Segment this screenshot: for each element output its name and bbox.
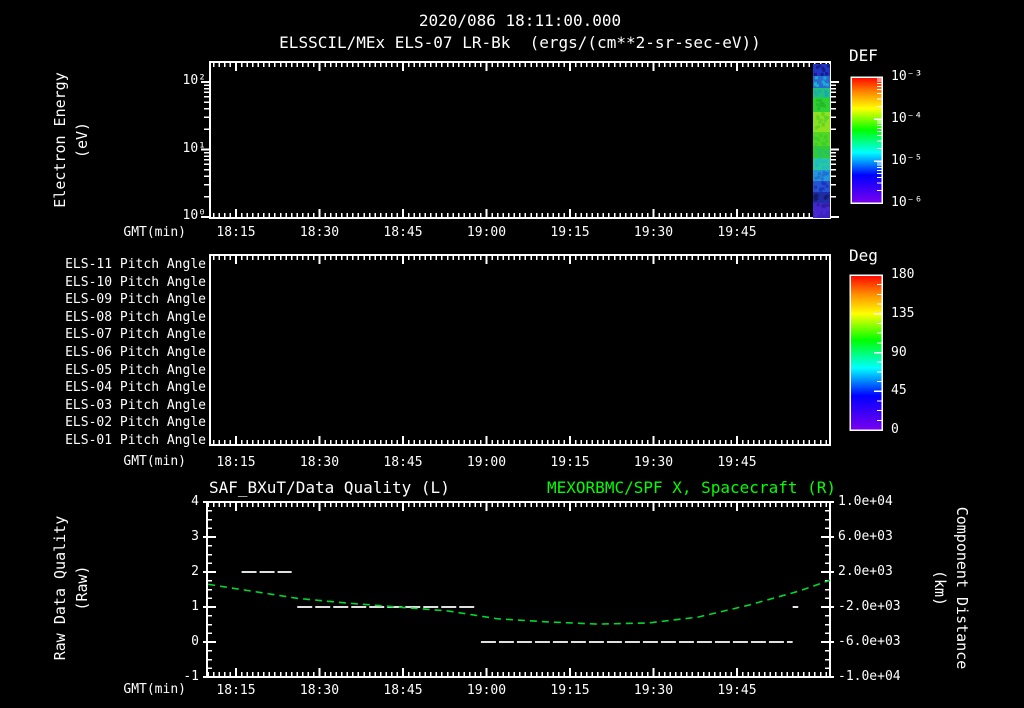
x-tick-label: 19:15 xyxy=(550,682,590,698)
deg-scale-label: 45 xyxy=(891,383,907,399)
p3-right-tick-label: -2.0e+03 xyxy=(838,599,901,614)
els-row-label: ELS-09 Pitch Angle xyxy=(65,292,206,308)
p1-y-tick-label: 10¹ xyxy=(182,140,206,156)
panel3-right-y-axis-label: Component Distance (km) xyxy=(929,507,973,670)
def-scale-label: 10⁻⁵ xyxy=(891,153,923,168)
p3-left-tick-label: 0 xyxy=(191,634,199,649)
els-row-label: ELS-08 Pitch Angle xyxy=(65,309,206,325)
deg-scale-label: 0 xyxy=(891,422,899,437)
panel1-x-axis-label: GMT(min) xyxy=(123,225,186,240)
p1-y-tick-label: 10² xyxy=(182,73,206,88)
x-tick-label: 18:45 xyxy=(383,454,423,470)
els-row-label: ELS-01 Pitch Angle xyxy=(65,433,206,448)
panel3-x-axis-label: GMT(min) xyxy=(123,682,186,697)
x-tick-label: 19:15 xyxy=(550,454,590,470)
p3-right-tick-label: 2.0e+03 xyxy=(838,564,893,579)
x-tick-label: 18:15 xyxy=(216,454,256,470)
els-row-label: ELS-04 Pitch Angle xyxy=(65,380,206,396)
x-tick-label: 18:45 xyxy=(383,682,423,698)
x-tick-label: 18:30 xyxy=(299,454,340,470)
spectrogram-strip xyxy=(813,64,830,218)
x-tick-label: 19:00 xyxy=(466,454,507,470)
plot-main-title: ELSSCIL/MEx ELS-07 LR-Bk (ergs/(cm**2-sr… xyxy=(279,33,761,52)
p3-left-tick-label: 3 xyxy=(191,529,199,544)
x-tick-label: 19:45 xyxy=(717,682,757,698)
x-tick-label: 19:15 xyxy=(550,225,590,240)
spacecraft-x-curve xyxy=(208,579,831,625)
deg-scale-label: 90 xyxy=(891,344,907,360)
deg-scale-label: 135 xyxy=(891,305,915,321)
x-tick-label: 19:00 xyxy=(466,225,507,240)
x-tick-label: 18:15 xyxy=(216,682,256,698)
p3-right-tick-label: -1.0e+04 xyxy=(838,669,901,684)
colorbar-def xyxy=(850,76,883,204)
def-scale-label: 10⁻⁶ xyxy=(891,195,923,210)
x-tick-label: 19:30 xyxy=(633,454,674,470)
plot-datetime-title: 2020/086 18:11:00.000 xyxy=(418,11,622,30)
p3-left-tick-label: 4 xyxy=(191,494,199,509)
x-tick-label: 19:30 xyxy=(633,225,674,240)
els-row-label: ELS-02 Pitch Angle xyxy=(65,415,206,431)
els-row-label: ELS-10 Pitch Angle xyxy=(65,274,206,290)
x-tick-label: 19:45 xyxy=(717,454,757,470)
x-tick-label: 19:00 xyxy=(466,682,507,698)
x-tick-label: 19:30 xyxy=(633,682,674,698)
panel3-left-title: SAF_BXuT/Data Quality (L) xyxy=(209,478,450,497)
colorbar-deg-title: Deg xyxy=(849,246,878,265)
axis-label-line: Component Distance xyxy=(953,506,971,670)
els-row-label: ELS-03 Pitch Angle xyxy=(65,397,206,413)
x-tick-label: 18:30 xyxy=(299,225,340,240)
panel2-x-axis-label: GMT(min) xyxy=(123,454,186,469)
deg-scale-label: 180 xyxy=(891,267,915,282)
colorbar-def-title: DEF xyxy=(849,46,878,65)
p3-left-tick-label: 1 xyxy=(191,599,199,614)
axes xyxy=(201,61,883,678)
def-scale-label: 10⁻³ xyxy=(891,69,923,84)
els-row-label: ELS-05 Pitch Angle xyxy=(65,362,206,378)
p3-left-tick-label: 2 xyxy=(191,564,199,579)
x-tick-label: 19:45 xyxy=(717,225,757,240)
p3-left-tick-label: -1 xyxy=(183,669,199,684)
quality-segments xyxy=(241,571,799,643)
p3-right-tick-label: -6.0e+03 xyxy=(838,634,901,649)
axis-label-line: (km) xyxy=(931,569,949,607)
x-tick-label: 18:15 xyxy=(216,225,256,240)
els-row-label: ELS-11 Pitch Angle xyxy=(65,257,206,272)
els-row-label: ELS-06 Pitch Angle xyxy=(65,345,206,360)
def-scale-label: 10⁻⁴ xyxy=(891,111,923,126)
p3-right-tick-label: 1.0e+04 xyxy=(838,494,893,509)
x-tick-label: 18:30 xyxy=(299,682,340,698)
p3-right-tick-label: 6.0e+03 xyxy=(838,529,893,544)
p1-y-tick-label: 10⁰ xyxy=(182,208,206,223)
els-row-label: ELS-07 Pitch Angle xyxy=(65,327,206,343)
x-tick-label: 18:45 xyxy=(383,225,423,240)
panel3-right-title: MEXORBMC/SPF X, Spacecraft (R) xyxy=(547,478,836,497)
